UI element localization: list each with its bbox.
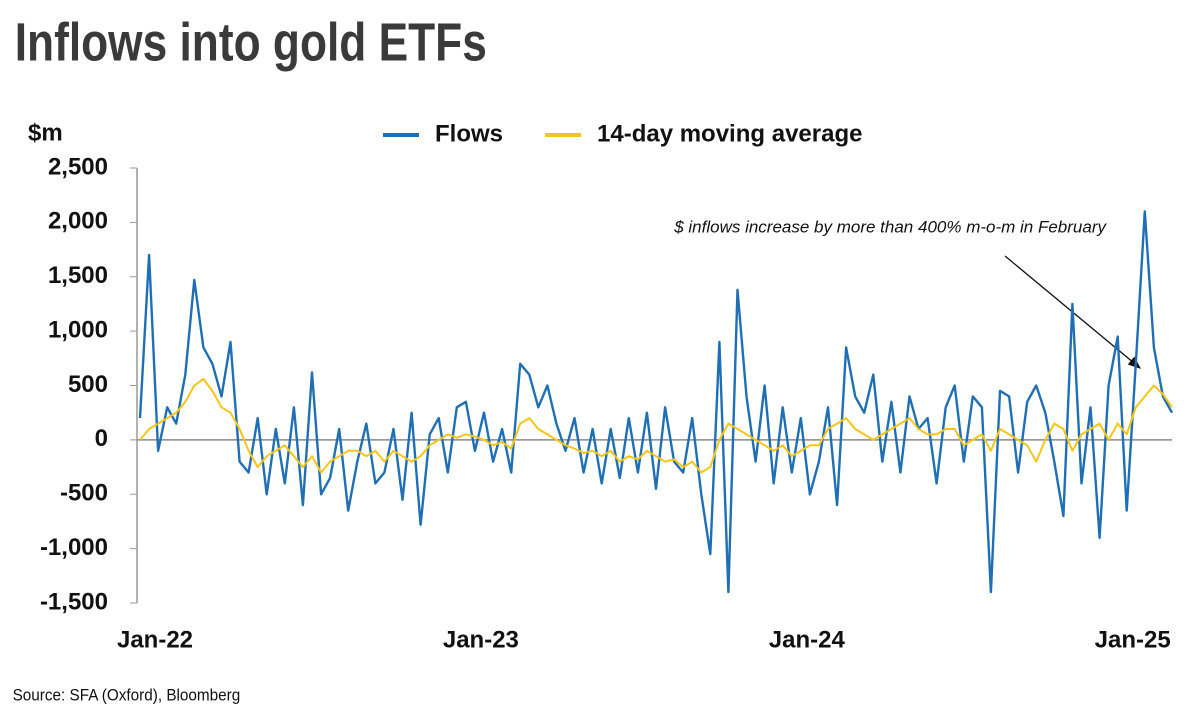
- series-line: [138, 210, 1174, 594]
- legend-label: 14-day moving average: [597, 120, 862, 147]
- y-tick-label: 1,500: [48, 262, 108, 289]
- y-axis-label: $m: [28, 119, 63, 146]
- y-tick-label: -1,500: [40, 588, 108, 615]
- y-tick-label: -500: [60, 480, 108, 507]
- y-tick-label: 500: [68, 371, 108, 398]
- source: Source: SFA (Oxford), Bloomberg: [13, 686, 241, 705]
- x-tick-label: Jan-24: [769, 626, 846, 653]
- x-tick-label: Jan-23: [443, 626, 519, 653]
- chart-title: Inflows into gold ETFs: [15, 12, 487, 72]
- y-tick-label: -1,000: [40, 534, 108, 561]
- x-tick-label: Jan-22: [117, 626, 193, 653]
- x-tick-label: Jan-25: [1095, 626, 1171, 653]
- y-tick-label: 1,000: [48, 316, 108, 343]
- y-tick-label: 2,000: [48, 208, 108, 235]
- y-tick-label: 2,500: [48, 153, 108, 180]
- y-tick-label: 0: [95, 425, 108, 452]
- legend-label: Flows: [435, 120, 503, 147]
- annotation: $ inflows increase by more than 400% m-o…: [673, 217, 1107, 236]
- series-line: [139, 378, 1173, 474]
